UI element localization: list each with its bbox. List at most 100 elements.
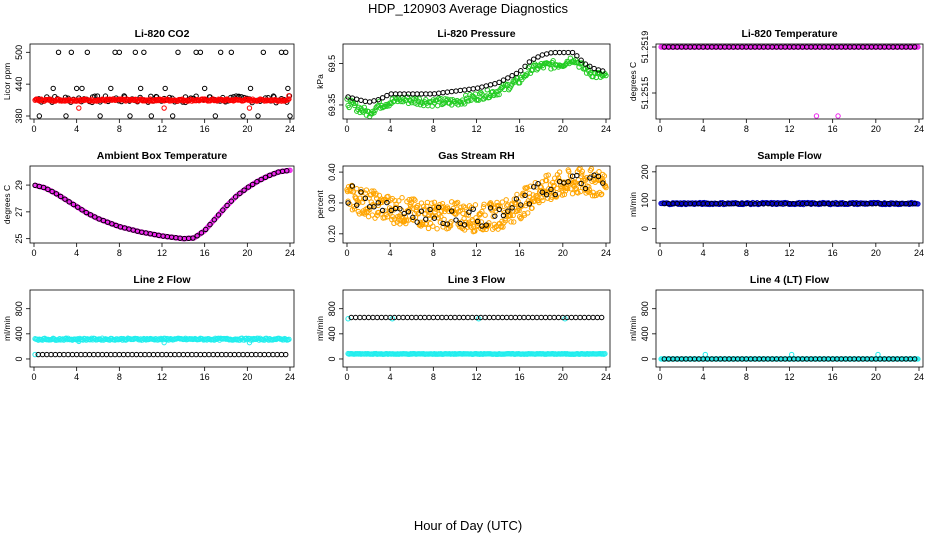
data-point [374, 314, 380, 321]
data-point [388, 91, 394, 97]
data-point [397, 91, 403, 97]
data-point [463, 92, 469, 99]
data-point [524, 71, 530, 77]
x-tick-label: 16 [200, 372, 210, 382]
data-point [508, 219, 514, 225]
data-point [509, 73, 515, 79]
y-tick-label: 0.20 [327, 225, 337, 243]
data-point [62, 196, 68, 202]
data-point [511, 219, 517, 225]
y-tick-label: 0 [640, 226, 650, 231]
data-point [492, 81, 498, 87]
data-point [530, 192, 536, 198]
x-tick-label: 20 [558, 248, 568, 258]
data-point [569, 49, 576, 56]
data-point [448, 88, 455, 95]
data-point [372, 107, 378, 113]
data-point [403, 217, 410, 223]
data-point [487, 82, 494, 88]
data-point [437, 97, 443, 103]
data-point [286, 336, 292, 342]
data-point [835, 113, 841, 119]
data-point [287, 167, 293, 174]
data-point [548, 50, 554, 56]
data-point [358, 105, 364, 111]
data-point [354, 186, 360, 192]
data-point [461, 87, 468, 93]
x-tick-label: 12 [157, 248, 167, 258]
y-tick-label: 0.30 [327, 194, 337, 212]
data-point [349, 183, 356, 189]
data-point [358, 186, 364, 193]
data-point [911, 356, 918, 362]
data-point [587, 63, 593, 70]
data-point [582, 61, 589, 67]
data-point [565, 49, 571, 56]
data-point [516, 207, 522, 214]
data-point [76, 338, 82, 345]
data-point [227, 351, 233, 358]
data-point [120, 351, 127, 358]
data-point [577, 314, 583, 321]
data-point [582, 177, 589, 183]
data-point [470, 86, 476, 92]
data-point [573, 185, 580, 192]
x-tick-label: 0 [657, 124, 662, 134]
data-point [466, 98, 472, 104]
data-point [265, 351, 272, 358]
data-point [448, 219, 454, 225]
data-point [358, 189, 364, 195]
data-point [564, 185, 571, 192]
data-point [915, 201, 921, 207]
data-point [396, 198, 402, 204]
data-point [83, 209, 89, 216]
data-point [590, 314, 596, 321]
data-point [180, 351, 187, 358]
data-point [357, 314, 363, 321]
data-point [414, 203, 421, 209]
data-point [556, 49, 563, 56]
data-point [575, 190, 581, 196]
data-point [378, 314, 385, 321]
data-point [274, 351, 280, 358]
data-point [545, 172, 551, 178]
data-point [543, 177, 550, 184]
data-point [427, 91, 433, 97]
y-tick-label: 0 [327, 356, 337, 361]
y-tick-label: 25 [14, 234, 24, 244]
data-point [497, 203, 503, 210]
x-tick-label: 0 [31, 248, 36, 258]
data-point [375, 200, 381, 206]
data-point [600, 180, 606, 186]
data-point [591, 65, 597, 72]
data-point [426, 314, 432, 321]
data-point [414, 91, 420, 97]
y-axis-label: degrees C [2, 185, 12, 224]
x-tick-label: 16 [200, 248, 210, 258]
data-point [146, 351, 152, 358]
x-tick-label: 4 [701, 372, 706, 382]
data-point [375, 97, 381, 103]
data-point [223, 351, 229, 358]
data-point [461, 101, 468, 107]
data-point [444, 89, 451, 95]
data-point [395, 216, 401, 222]
data-point [163, 351, 169, 358]
x-tick-label: 12 [157, 124, 167, 134]
data-point [203, 226, 209, 233]
series-group [345, 314, 608, 357]
data-point [479, 84, 485, 90]
data-point [286, 93, 292, 99]
data-point [472, 228, 478, 234]
x-tick-label: 16 [828, 124, 838, 134]
data-point [911, 44, 918, 50]
data-point [392, 198, 398, 204]
data-point [137, 351, 144, 358]
data-point [132, 49, 139, 56]
data-point [86, 351, 93, 358]
data-point [452, 200, 458, 207]
data-point [384, 199, 390, 206]
data-point [278, 49, 285, 56]
chart-panel-6: Sample Flow ml/min 0 4 8 12 16 20 24 0 100 200 [628, 150, 924, 258]
